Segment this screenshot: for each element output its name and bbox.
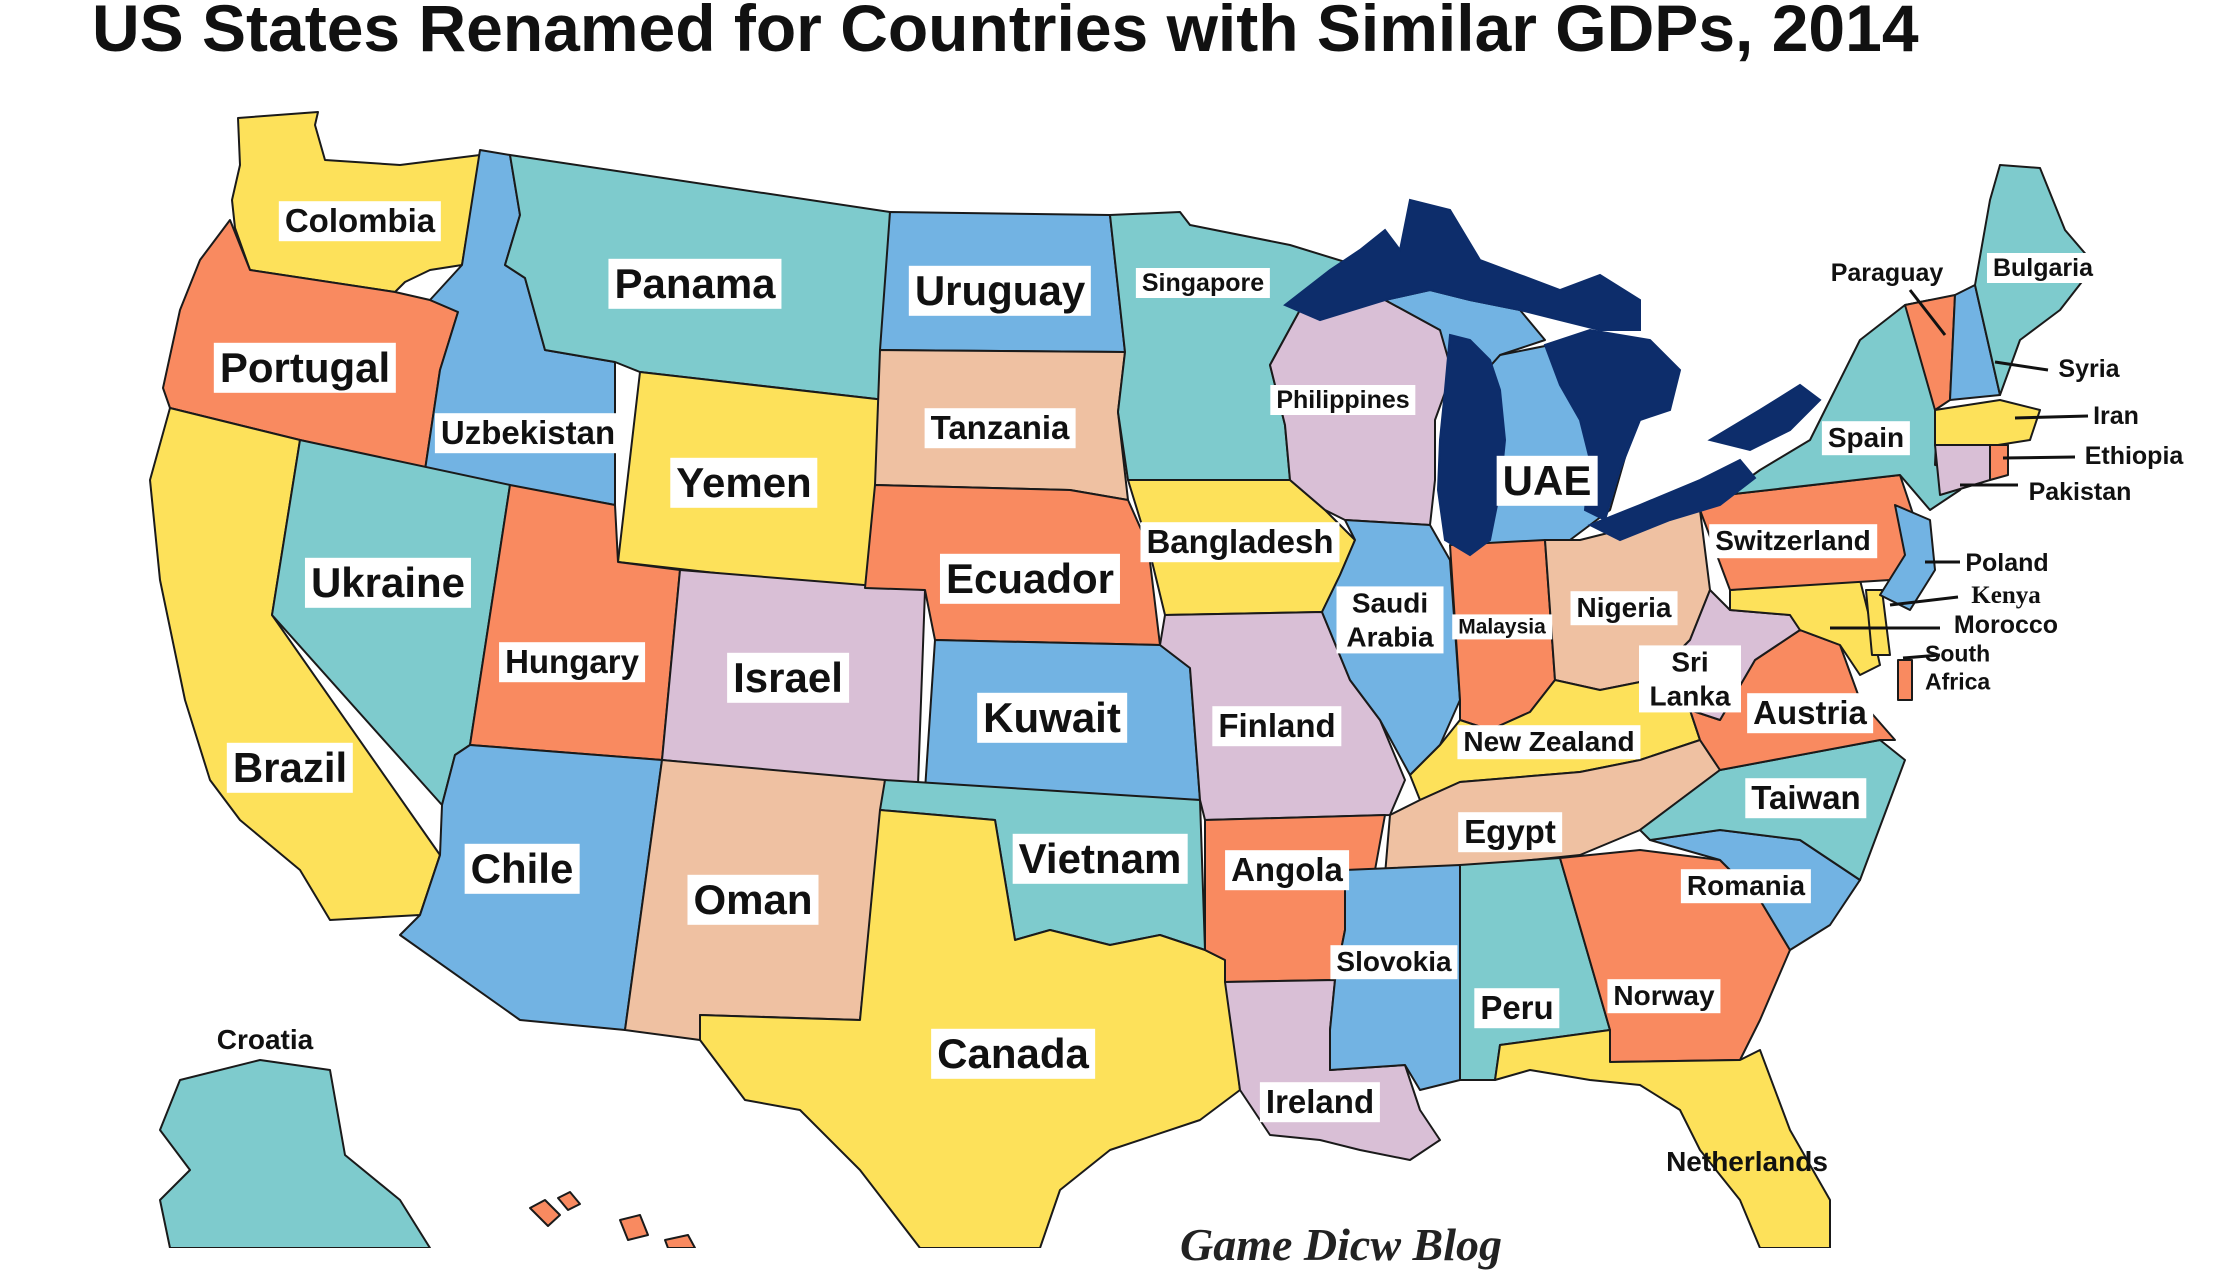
- label-wyoming: Yemen: [670, 457, 818, 509]
- label-california: Brazil: [226, 742, 354, 794]
- state-alaska[interactable]: [159, 1059, 431, 1248]
- label-washington: Colombia: [278, 201, 442, 241]
- label-virginia: Austria: [1747, 693, 1873, 733]
- map-title: US States Renamed for Countries with Sim…: [92, 0, 1919, 65]
- label-massachusetts: Iran: [2093, 402, 2139, 430]
- lake-superior: [1283, 198, 1641, 331]
- label-montana: Panama: [608, 258, 782, 310]
- label-rhode-island: Ethiopia: [2084, 442, 2184, 470]
- credit-text: Game Dicw Blog: [1180, 1219, 1502, 1270]
- label-new-hampshire: Syria: [2058, 355, 2120, 383]
- state-florida[interactable]: [1494, 1029, 1831, 1248]
- label-georgia: Norway: [1607, 979, 1721, 1013]
- state-hawaii-3[interactable]: [619, 1214, 649, 1241]
- label-colorado: Israel: [727, 652, 849, 704]
- state-rhode-island[interactable]: [1989, 444, 2009, 481]
- lake-michigan: [1436, 333, 1507, 557]
- label-texas: Canada: [931, 1028, 1095, 1080]
- label-nevada: Ukraine: [304, 557, 472, 609]
- label-oregon: Portugal: [213, 342, 397, 394]
- label-vermont: Paraguay: [1830, 259, 1944, 287]
- label-north-dakota: Uruguay: [908, 265, 1092, 317]
- label-tennessee: Egypt: [1458, 812, 1562, 852]
- label-new-york: Spain: [1821, 421, 1911, 455]
- state-hawaii-4[interactable]: [664, 1234, 696, 1248]
- label-maryland: Morocco: [1953, 611, 2059, 639]
- label-florida: Netherlands: [1666, 1146, 1828, 1178]
- label-west-virginia: Sri Lanka: [1639, 645, 1741, 713]
- state-new-jersey[interactable]: [1879, 504, 1936, 611]
- label-indiana: Malaysia: [1452, 614, 1552, 640]
- label-north-carolina: Taiwan: [1745, 778, 1867, 818]
- label-ohio: Nigeria: [1570, 591, 1678, 625]
- label-wisconsin: Philippines: [1270, 385, 1416, 415]
- label-nebraska: Ecuador: [939, 553, 1121, 605]
- lake-huron: [1543, 328, 1682, 522]
- label-michigan: UAE: [1496, 455, 1598, 507]
- leader-lines: [1830, 289, 2089, 660]
- label-south-carolina: Romania: [1680, 869, 1812, 903]
- state-hawaii-1[interactable]: [529, 1199, 561, 1227]
- label-louisiana: Ireland: [1259, 1082, 1381, 1122]
- label-oklahoma: Vietnam: [1012, 833, 1188, 885]
- label-delaware: Kenya: [1971, 582, 2041, 609]
- label-kentucky: New Zealand: [1457, 725, 1641, 759]
- label-iowa: Bangladesh: [1140, 522, 1340, 562]
- state-massachusetts[interactable]: [1934, 399, 2041, 446]
- label-arizona: Chile: [464, 843, 580, 895]
- lake-ontario: [1707, 383, 1822, 452]
- label-alabama: Peru: [1474, 988, 1560, 1028]
- state-connecticut[interactable]: [1934, 444, 1991, 496]
- lake-erie: [1587, 458, 1757, 542]
- state-maryland[interactable]: [1729, 579, 1881, 676]
- label-idaho: Uzbekistan: [434, 413, 622, 453]
- label-south-dakota: Tanzania: [924, 408, 1076, 448]
- label-connecticut: Pakistan: [2028, 478, 2132, 506]
- label-new-jersey: Poland: [1965, 549, 2049, 577]
- label-dc: South Africa: [1925, 640, 1991, 694]
- label-new-mexico: Oman: [687, 874, 819, 926]
- label-mississippi: Slovokia: [1330, 945, 1458, 979]
- state-dc[interactable]: [1897, 659, 1913, 701]
- label-pennsylvania: Switzerland: [1709, 524, 1877, 558]
- label-missouri: Finland: [1212, 706, 1342, 746]
- label-illinois: Saudi Arabia: [1336, 586, 1444, 654]
- state-delaware[interactable]: [1865, 589, 1891, 656]
- label-utah: Hungary: [499, 642, 645, 682]
- label-minnesota: Singapore: [1135, 268, 1271, 298]
- label-kansas: Kuwait: [977, 692, 1127, 744]
- label-maine: Bulgaria: [1986, 253, 2100, 283]
- state-hawaii-2[interactable]: [557, 1191, 581, 1211]
- label-alaska: Croatia: [216, 1024, 314, 1056]
- label-arkansas: Angola: [1225, 850, 1349, 890]
